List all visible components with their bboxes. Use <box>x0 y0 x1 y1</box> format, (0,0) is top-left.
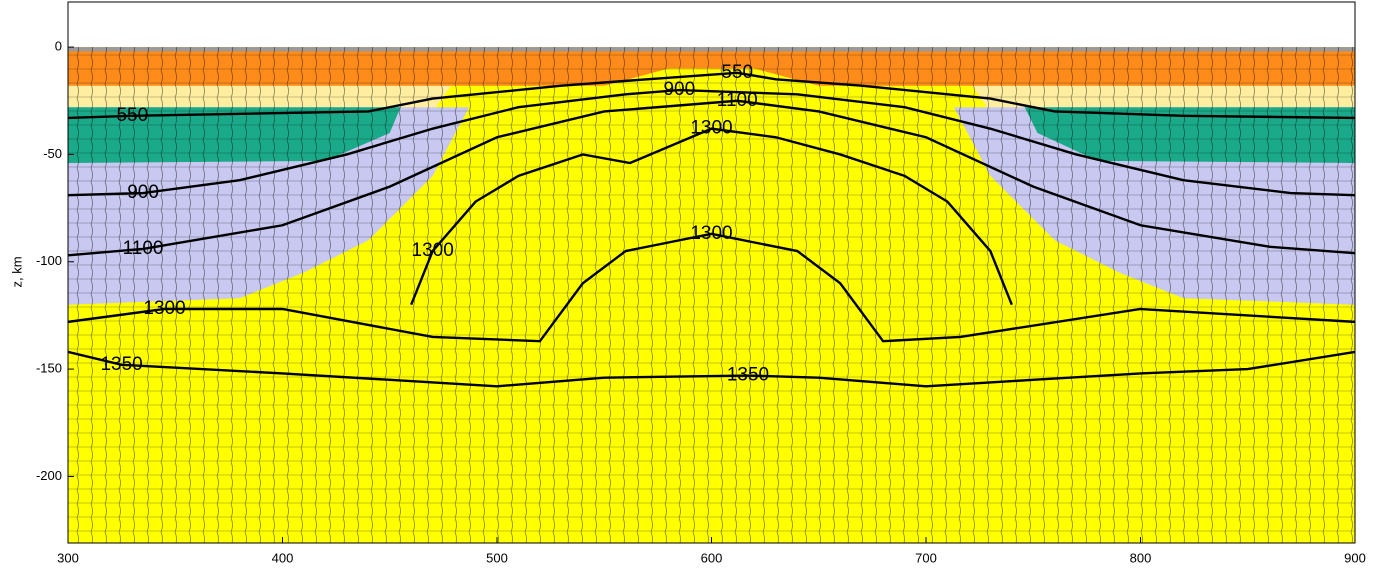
isotherm <box>68 88 1355 197</box>
isotherm <box>68 350 1355 388</box>
isotherm-label: 1300 <box>690 223 732 244</box>
y-tick-label: -100 <box>36 253 62 268</box>
x-tick-label: 500 <box>486 550 508 565</box>
isotherm-label: 1350 <box>727 365 769 386</box>
y-tick-label: -200 <box>36 468 62 483</box>
y-tick-label: 0 <box>55 39 62 54</box>
x-tick-label: 300 <box>57 550 79 565</box>
isotherm-label: 1300 <box>143 298 185 319</box>
x-tick-label: 600 <box>701 550 723 565</box>
isotherm <box>68 99 1355 257</box>
isotherm-label: 1300 <box>690 118 732 139</box>
plot-area: 550 550 900 900 1100 1100 1300 1300 1300 1300 1350… <box>68 47 1355 543</box>
isotherm-label: 1100 <box>123 238 164 259</box>
isotherm-label: 550 <box>116 105 148 126</box>
isotherm-label: 1300 <box>412 240 454 261</box>
isotherm <box>68 232 1355 343</box>
y-axis-label: z, km <box>9 256 24 287</box>
x-tick-label: 700 <box>915 550 937 565</box>
x-tick-label: 400 <box>272 550 294 565</box>
x-tick-label: 900 <box>1344 550 1366 565</box>
isotherm-label: 1100 <box>717 90 758 111</box>
x-tick-label: 800 <box>1130 550 1152 565</box>
y-tick-label: -50 <box>43 146 62 161</box>
isotherm <box>68 71 1355 120</box>
y-tick-label: -150 <box>36 361 62 376</box>
isotherm <box>410 127 1013 306</box>
isotherm-label: 1350 <box>100 354 142 375</box>
isotherm-label: 550 <box>721 62 753 83</box>
isotherm-label: 900 <box>663 79 695 100</box>
isotherm-label: 900 <box>127 182 159 203</box>
